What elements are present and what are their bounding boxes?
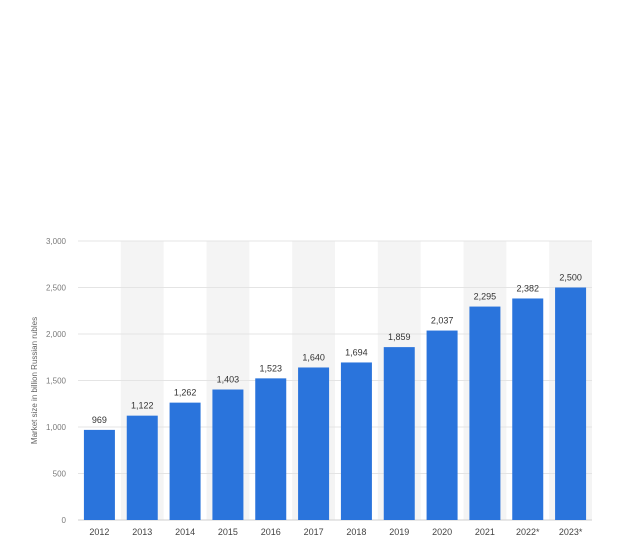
y-tick-label: 3,000 <box>46 237 67 246</box>
x-tick-label: 2018 <box>346 527 366 537</box>
data-label: 1,640 <box>302 352 325 362</box>
data-label: 969 <box>92 415 107 425</box>
bar[interactable] <box>340 362 372 520</box>
y-tick-label: 1,000 <box>46 423 67 432</box>
x-tick-label: 2016 <box>261 527 281 537</box>
y-tick-label: 2,000 <box>46 330 67 339</box>
data-label: 1,403 <box>217 375 240 385</box>
bars <box>83 287 587 521</box>
y-axis-ticks: 0 500 1,000 1,500 2,000 2,500 3,000 <box>46 237 67 525</box>
x-tick-label: 2022* <box>516 527 540 537</box>
x-tick-label: 2017 <box>304 527 324 537</box>
data-label: 2,500 <box>559 273 582 283</box>
data-label: 1,859 <box>388 332 411 342</box>
bar[interactable] <box>169 402 201 520</box>
data-label: 1,523 <box>259 363 282 373</box>
data-label: 1,262 <box>174 388 197 398</box>
bar[interactable] <box>426 330 458 520</box>
x-tick-label: 2013 <box>132 527 152 537</box>
x-tick-label: 2014 <box>175 527 195 537</box>
bar[interactable] <box>298 367 330 520</box>
bar[interactable] <box>83 429 115 520</box>
data-label: 2,382 <box>516 283 539 293</box>
data-label: 2,037 <box>431 316 454 326</box>
data-label: 1,694 <box>345 347 368 357</box>
x-tick-label: 2015 <box>218 527 238 537</box>
gridlines <box>78 240 592 521</box>
data-label: 1,122 <box>131 401 154 411</box>
y-tick-label: 0 <box>62 516 67 525</box>
x-tick-label: 2023* <box>559 527 583 537</box>
x-tick-label: 2019 <box>389 527 409 537</box>
bar[interactable] <box>255 378 287 520</box>
data-labels: 969 1,122 1,262 1,403 1,523 1,640 1,694 1,859 2,… <box>92 273 582 425</box>
y-tick-label: 1,500 <box>46 377 67 386</box>
bar[interactable] <box>469 306 501 520</box>
y-tick-label: 500 <box>53 470 67 479</box>
data-label: 2,295 <box>474 292 497 302</box>
bar[interactable] <box>126 415 158 520</box>
bar[interactable] <box>512 298 544 520</box>
bar[interactable] <box>212 389 244 520</box>
y-tick-label: 2,500 <box>46 284 67 293</box>
y-axis-title: Market size in billion Russian rubles <box>30 317 39 444</box>
x-axis-ticks: 2012 2013 2014 2015 2016 2017 2018 2019 2020 2021… <box>89 527 582 537</box>
x-tick-label: 2020 <box>432 527 452 537</box>
bar[interactable] <box>555 287 587 521</box>
x-tick-label: 2012 <box>89 527 109 537</box>
bar[interactable] <box>383 347 415 520</box>
x-tick-label: 2021 <box>475 527 495 537</box>
